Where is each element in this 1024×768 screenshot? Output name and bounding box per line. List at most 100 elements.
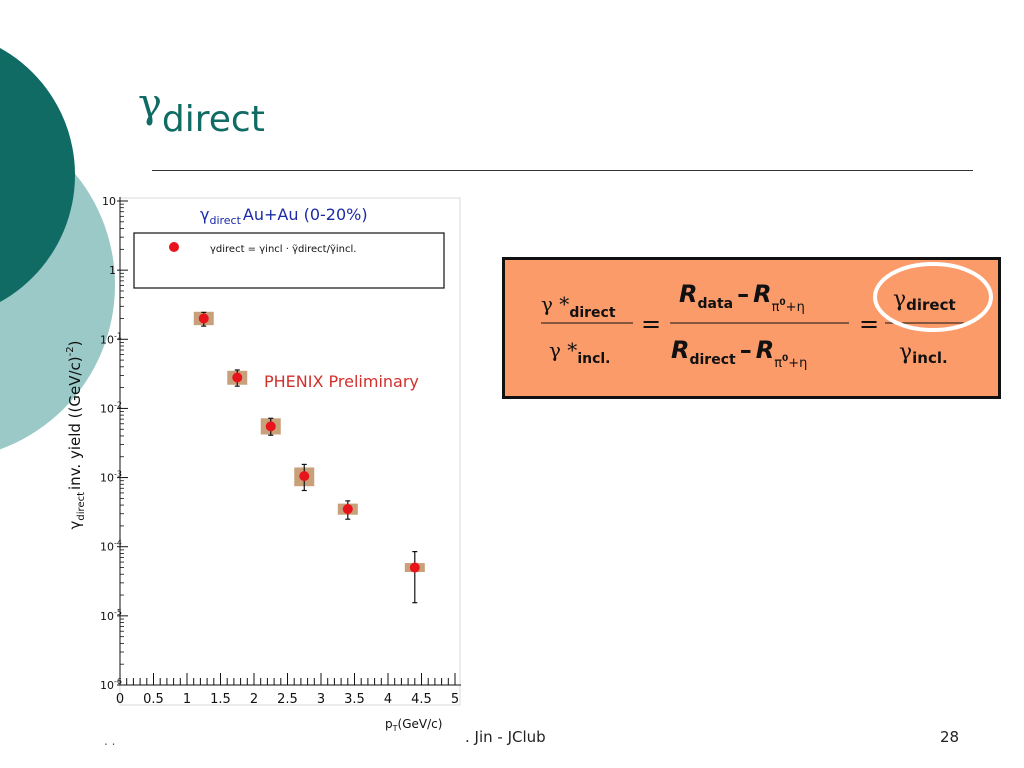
r-pi-eta-2: R — [756, 336, 774, 364]
y-tick-exp: -6 — [114, 677, 122, 686]
ratio-formula: γ *direct γ *incl. = Rdata – Rπ0+η Rdirect… — [541, 262, 993, 371]
x-axis-label-sub: T — [392, 724, 398, 733]
y-tick-label: 10-4 — [100, 539, 122, 554]
equals-sign-2: = — [859, 310, 879, 338]
highlight-ellipse — [873, 262, 993, 332]
preliminary-label: PHENIX Preliminary — [264, 372, 419, 391]
data-marker — [342, 504, 353, 515]
rhs-numerator: γdirect — [893, 287, 956, 314]
pi-sub: π — [772, 300, 780, 315]
x-tick-label: 1.5 — [210, 692, 231, 707]
x-axis-label: pT(GeV/c) — [385, 717, 442, 733]
r-pi-eta: R — [753, 280, 771, 308]
y-tick-label: 10-1 — [100, 331, 122, 346]
rhs-numerator-gamma: γ — [893, 287, 906, 312]
chart-title-gamma: γ — [200, 205, 209, 224]
y-tick-exp: -4 — [114, 539, 122, 548]
title-divider — [152, 170, 973, 171]
y-tick-exp: -5 — [114, 608, 122, 617]
x-tick-label: 0 — [116, 692, 124, 707]
x-tick-label: 3 — [317, 692, 325, 707]
data-points — [193, 311, 425, 604]
y-tick-label: 10 — [102, 195, 116, 208]
data-marker — [299, 471, 310, 482]
y-tick-exp: -3 — [114, 470, 122, 479]
legend-marker — [169, 242, 179, 252]
equals-sign-1: = — [641, 310, 661, 338]
y-axis-label-end: ) — [66, 341, 84, 347]
x-tick-label: 2.5 — [277, 692, 298, 707]
chart-title-sub: direct — [209, 214, 241, 227]
yield-chart: γdirect = γincl · γ̃direct/γ̃incl. γdire… — [65, 195, 461, 733]
pi-sup-2: 0 — [782, 354, 788, 364]
x-tick-label: 4 — [384, 692, 392, 707]
minus-1: – — [737, 280, 749, 308]
lhs-denominator: γ *incl. — [549, 338, 611, 367]
y-axis-label: γdirect inv. yield ((GeV/c)-2) — [65, 341, 87, 530]
y-axis-label-gamma: γ — [66, 520, 84, 529]
x-axis-label-unit: (GeV/c) — [398, 717, 443, 731]
chart-title: γdirect Au+Au (0-20%) — [200, 205, 368, 227]
rhs-numerator-sub: direct — [906, 296, 956, 314]
y-axis-label-rest: inv. yield ((GeV/c) — [66, 356, 84, 490]
eta-sub: +η — [786, 300, 805, 315]
y-tick-label: 10-5 — [100, 608, 122, 623]
lhs-numerator-gamma: γ * — [541, 292, 569, 316]
lhs-numerator: γ *direct — [541, 292, 616, 321]
y-tick-label: 10-3 — [100, 470, 122, 485]
r-direct: R — [671, 336, 689, 364]
data-marker — [265, 421, 276, 432]
lhs-denominator-gamma: γ * — [549, 338, 577, 362]
y-tick-label: 10-2 — [100, 400, 122, 415]
data-marker — [232, 372, 243, 383]
x-axis-label-p: p — [385, 717, 393, 731]
data-marker — [198, 313, 209, 324]
y-tick-base: 10 — [100, 402, 114, 415]
x-tick-label: 2 — [250, 692, 258, 707]
footer-dots: . . — [104, 734, 116, 748]
middle-denominator: Rdirect – Rπ0+η — [671, 336, 807, 371]
y-tick-exp: -1 — [114, 331, 122, 340]
data-point — [227, 369, 248, 387]
y-tick-base: 10 — [100, 610, 114, 623]
y-tick-base: 10 — [100, 541, 114, 554]
data-point — [260, 417, 281, 436]
r-direct-sub: direct — [689, 352, 736, 368]
title-gamma: γ — [138, 81, 162, 127]
x-tick-label: 3.5 — [344, 692, 365, 707]
data-point — [193, 311, 214, 327]
y-tick-label: 1 — [109, 264, 116, 277]
y-tick-base: 10 — [100, 679, 114, 692]
x-tick-label: 4.5 — [411, 692, 432, 707]
legend-text: γdirect = γincl · γ̃direct/γ̃incl. — [210, 243, 356, 255]
formula-box: γ *direct γ *incl. = Rdata – Rπ0+η Rdirect… — [502, 257, 1001, 399]
pi-sup: 0 — [779, 298, 785, 308]
slide-title: γdirect — [138, 81, 265, 138]
y-tick-label: 10-6 — [100, 677, 122, 692]
pi-sub-2: π — [774, 356, 782, 371]
legend-box — [133, 232, 445, 289]
x-tick-label: 5 — [451, 692, 459, 707]
y-tick-exp: -2 — [114, 400, 122, 409]
middle-numerator: Rdata – Rπ0+η — [679, 280, 805, 315]
data-point — [294, 463, 315, 492]
r-data: R — [679, 280, 697, 308]
page-number: 28 — [940, 728, 960, 746]
rhs-denominator-gamma: γ — [899, 340, 912, 365]
x-tick-label: 1 — [183, 692, 191, 707]
footer-author: . Jin - JClub — [465, 728, 546, 746]
data-marker — [409, 562, 420, 573]
lhs-denominator-sub: incl. — [577, 351, 610, 367]
y-axis-label-sub: direct — [76, 492, 87, 521]
r-data-sub: data — [697, 296, 733, 312]
data-point — [404, 550, 425, 604]
decor-circle-dark — [0, 48, 75, 302]
rhs-denominator-sub: incl. — [912, 349, 948, 367]
title-subscript: direct — [161, 99, 265, 140]
chart-title-rest: Au+Au (0-20%) — [243, 205, 368, 224]
y-tick-base: 10 — [100, 472, 114, 485]
eta-sub-2: +η — [788, 356, 807, 371]
rhs-denominator: γincl. — [899, 340, 948, 367]
data-point — [337, 500, 358, 520]
